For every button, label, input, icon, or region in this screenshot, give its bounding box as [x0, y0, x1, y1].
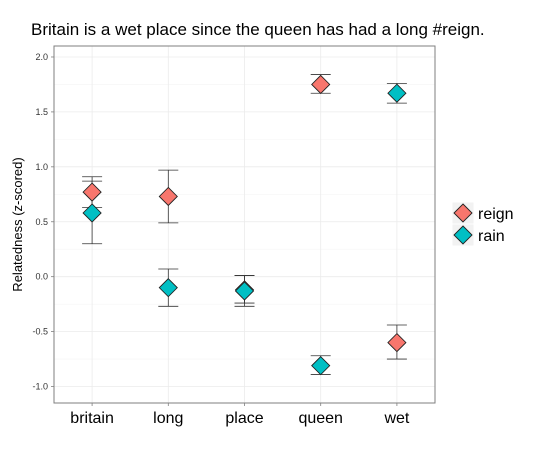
x-tick-label-long: long [153, 410, 183, 427]
y-tick-label: 1.5 [35, 107, 48, 117]
legend: reign rain [451, 201, 514, 247]
x-tick-label-queen: queen [298, 410, 343, 427]
x-axis-ticks: britain long place queen wet [70, 403, 410, 427]
point-rain-britain [82, 203, 102, 223]
y-tick-label: 0.5 [35, 217, 48, 227]
legend-symbol-reign [453, 203, 473, 223]
x-tick-label-britain: britain [70, 410, 114, 427]
chart-title: Britain is a wet place since the queen h… [31, 20, 485, 39]
y-tick-label: -1.0 [32, 382, 48, 392]
x-tick-label-wet: wet [383, 410, 409, 427]
grid-layer [54, 46, 435, 403]
point-reign-queen [311, 74, 331, 95]
point-rain-long [158, 278, 178, 298]
point-reign-long [158, 186, 178, 207]
point-layer [82, 74, 407, 376]
point-rain-place [234, 281, 255, 301]
point-reign-wet [387, 332, 407, 353]
y-tick-label: 1.0 [35, 162, 48, 172]
legend-label-reign: reign [478, 206, 514, 223]
y-tick-label: 2.0 [35, 52, 48, 62]
legend-symbol-rain [453, 225, 473, 245]
legend-label-rain: rain [478, 228, 505, 245]
x-tick-label-place: place [225, 410, 263, 427]
y-axis-ticks: 2.0 1.5 1.0 0.5 0.0 -0.5 -1.0 [32, 52, 54, 392]
point-rain-wet [387, 83, 407, 103]
y-tick-label: 0.0 [35, 272, 48, 282]
point-rain-queen [311, 356, 331, 376]
y-axis-label: Relatedness (z-scored) [10, 157, 25, 291]
point-reign-britain [82, 182, 102, 202]
y-tick-label: -0.5 [32, 327, 48, 337]
